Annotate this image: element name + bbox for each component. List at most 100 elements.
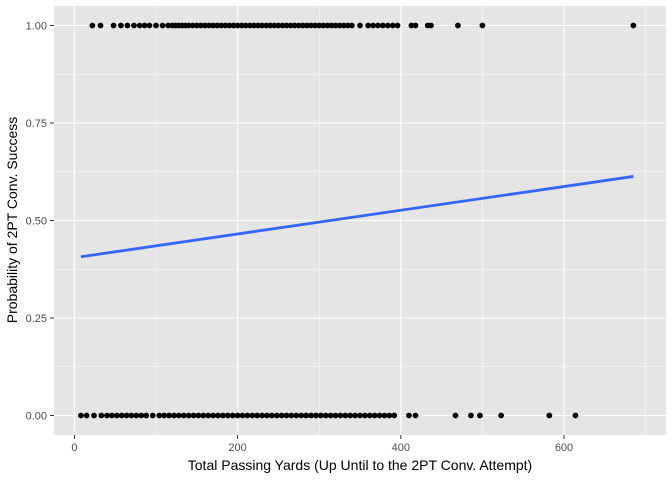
data-point	[298, 412, 305, 419]
data-point	[234, 22, 241, 29]
y-axis-title: Probability of 2PT Conv. Success	[4, 117, 20, 323]
data-point	[259, 412, 265, 419]
data-point	[408, 22, 415, 29]
data-point	[264, 412, 270, 419]
data-point	[337, 412, 344, 419]
data-point	[234, 412, 241, 419]
data-point	[327, 412, 334, 419]
data-point	[166, 412, 172, 419]
data-point	[273, 412, 280, 419]
data-point	[255, 22, 261, 29]
data-point	[118, 412, 125, 419]
data-point	[249, 412, 256, 419]
data-point	[78, 412, 84, 419]
data-point	[128, 412, 135, 419]
data-point	[283, 412, 290, 419]
data-point	[376, 412, 383, 419]
y-tick-label: 0.50	[26, 216, 47, 228]
data-point	[226, 22, 233, 29]
data-point	[246, 22, 253, 29]
data-point	[263, 22, 270, 29]
data-point	[268, 412, 275, 419]
data-point	[312, 22, 319, 29]
data-point	[391, 412, 398, 419]
data-point	[630, 22, 637, 29]
data-point	[205, 412, 212, 419]
data-point	[214, 22, 221, 29]
data-point	[295, 22, 302, 29]
data-point	[161, 412, 168, 419]
data-point	[357, 22, 363, 29]
data-points	[78, 22, 637, 419]
data-point	[303, 412, 310, 419]
data-point	[332, 412, 339, 419]
data-point	[89, 22, 96, 29]
data-point	[279, 22, 286, 29]
data-point	[386, 412, 393, 419]
data-point	[287, 22, 294, 29]
data-point	[412, 412, 419, 419]
data-point	[156, 412, 163, 419]
data-point	[468, 412, 474, 419]
data-point	[218, 22, 225, 29]
y-tick-label: 0.75	[26, 118, 47, 130]
data-point	[379, 22, 386, 29]
data-point	[259, 22, 265, 29]
data-point	[336, 22, 343, 29]
data-point	[254, 412, 261, 419]
data-point	[185, 412, 192, 419]
data-point	[238, 22, 245, 29]
data-point	[138, 412, 145, 419]
data-point	[322, 412, 329, 419]
data-point	[412, 22, 419, 29]
data-point	[104, 412, 110, 419]
data-point	[278, 412, 285, 419]
data-point	[146, 22, 153, 29]
data-point	[239, 412, 246, 419]
data-point	[159, 22, 166, 29]
x-tick-label: 0	[71, 442, 77, 454]
data-point	[220, 412, 226, 419]
data-point	[133, 412, 140, 419]
data-point	[229, 412, 236, 419]
data-point	[202, 22, 208, 29]
regression-line	[80, 175, 634, 259]
data-point	[165, 22, 172, 29]
data-point	[83, 412, 90, 419]
x-axis-title: Total Passing Yards (Up Until to the 2PT…	[188, 457, 532, 473]
data-point	[308, 412, 314, 419]
data-point	[324, 22, 331, 29]
data-point	[394, 22, 401, 29]
data-point	[375, 22, 381, 29]
data-point	[361, 412, 368, 419]
data-point	[342, 412, 349, 419]
data-point	[197, 22, 204, 29]
data-point	[195, 412, 202, 419]
data-point	[366, 412, 373, 419]
data-point	[271, 22, 278, 29]
data-point	[210, 22, 217, 29]
fit-line	[80, 175, 634, 259]
data-point	[328, 22, 335, 29]
data-point	[124, 22, 131, 29]
data-point	[118, 22, 124, 29]
data-point	[308, 22, 314, 29]
data-point	[452, 412, 459, 419]
data-point	[381, 412, 388, 419]
data-point	[136, 22, 143, 29]
y-axis-ticks: 0.00 0.25 0.50 0.75 1.00	[26, 21, 54, 423]
y-tick-label: 1.00	[26, 21, 47, 33]
data-point	[175, 412, 182, 419]
y-tick-label: 0.00	[26, 411, 47, 423]
data-point	[251, 22, 257, 29]
data-point	[291, 22, 298, 29]
data-point	[371, 412, 378, 419]
data-point	[97, 22, 104, 29]
data-point	[131, 22, 137, 29]
data-point	[299, 22, 306, 29]
data-point	[293, 412, 300, 419]
data-point	[91, 412, 97, 419]
data-point	[320, 22, 327, 29]
data-point	[180, 412, 187, 419]
x-axis-ticks: 0 200 400 600	[71, 435, 573, 454]
